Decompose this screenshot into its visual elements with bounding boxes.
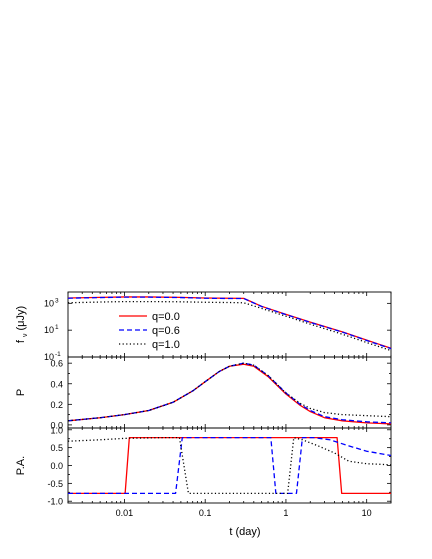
flux-y-tick-exponent: -1 bbox=[55, 351, 61, 358]
position_angle-series-q06 bbox=[68, 436, 392, 495]
flux-series-q00 bbox=[67, 296, 392, 349]
x-tick-label: 0.1 bbox=[199, 508, 212, 518]
legend-label-q1: q=1.0 bbox=[152, 339, 180, 351]
position_angle-y-tick-label: 0.0 bbox=[50, 461, 63, 471]
polarization-y-axis-label: P bbox=[15, 389, 27, 396]
x-axis-label: t (day) bbox=[229, 526, 260, 538]
legend-label-q06: q=0.6 bbox=[152, 325, 180, 337]
polarization-y-tick-label: 0.6 bbox=[50, 359, 63, 369]
polarization-series-q10 bbox=[67, 362, 392, 422]
flux-y-tick-label: 10 bbox=[44, 298, 54, 308]
position_angle-frame bbox=[67, 427, 392, 504]
polarization-y-tick-label: 0.4 bbox=[50, 379, 63, 389]
position_angle-y-axis-label: P.A. bbox=[15, 456, 27, 475]
position_angle-y-tick-label: -1.0 bbox=[47, 497, 63, 507]
polarization-series-q06 bbox=[67, 362, 392, 424]
position_angle-y-tick-label: 1.0 bbox=[50, 425, 63, 435]
flux-y-tick-label: 10 bbox=[44, 325, 54, 335]
x-tick-label: 1 bbox=[283, 508, 288, 518]
polarization-frame bbox=[67, 356, 392, 429]
polarization-panel: 0.0 0.2 0.4 0.6 P bbox=[15, 356, 392, 430]
flux-frame bbox=[67, 291, 392, 358]
flux-y-tick-label: 10 bbox=[44, 352, 54, 362]
x-tick-label: 10 bbox=[362, 508, 372, 518]
position_angle-y-tick-label: 0.5 bbox=[50, 443, 63, 453]
legend-label-q0: q=0.0 bbox=[152, 311, 180, 323]
x-tick-label: 0.01 bbox=[116, 508, 134, 518]
position_angle-series-q10 bbox=[67, 436, 392, 495]
legend: q=0.0 q=0.6 q=1.0 bbox=[119, 311, 180, 351]
polarization-y-tick-label: 0.2 bbox=[50, 400, 63, 410]
flux-y-tick-exponent: 3 bbox=[55, 297, 59, 304]
flux-y-axis-label: f ν (μJy) bbox=[15, 306, 29, 343]
position-angle-panel: -1.0 -0.5 0.0 0.5 1.0 P.A. bbox=[15, 425, 392, 507]
position_angle-series-q00 bbox=[68, 436, 391, 495]
polarization-y-tick-label: 0.0 bbox=[50, 420, 63, 430]
position_angle-y-tick-label: -0.5 bbox=[47, 479, 63, 489]
flux-series-q10 bbox=[67, 300, 392, 352]
flux-series-q06 bbox=[67, 296, 392, 350]
flux-y-tick-exponent: 1 bbox=[55, 324, 59, 331]
